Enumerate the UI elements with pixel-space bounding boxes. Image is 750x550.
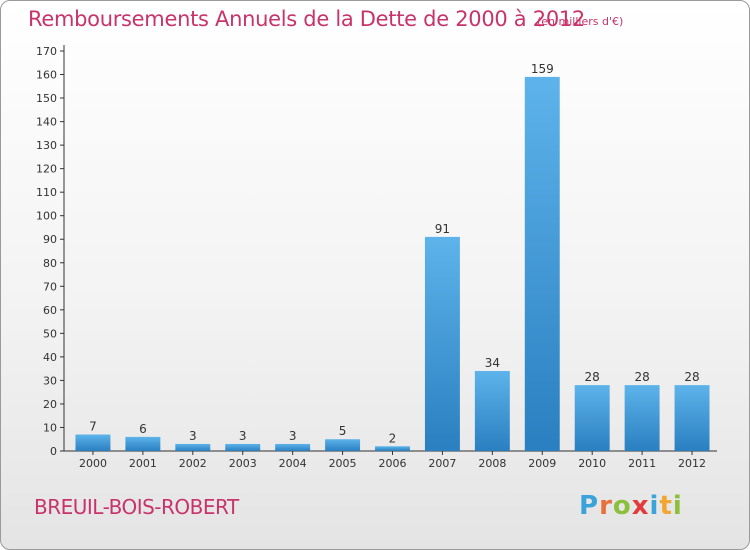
data-label: 2 xyxy=(389,431,397,445)
y-tick-label: 60 xyxy=(43,304,57,317)
logo-letter: o xyxy=(612,491,632,521)
data-labels: 7 6 3 3 3 5 2 91 34 159 28 28 28 xyxy=(89,62,700,445)
x-tick-label: 2008 xyxy=(478,457,506,470)
logo-letter: i xyxy=(672,491,683,521)
data-label: 28 xyxy=(684,370,699,384)
y-tick-label: 50 xyxy=(43,327,57,340)
bar xyxy=(275,443,311,451)
y-tick-label: 20 xyxy=(43,398,57,411)
bar xyxy=(75,434,111,451)
bar xyxy=(225,443,261,451)
data-label: 91 xyxy=(435,222,450,236)
x-tick-label: 2000 xyxy=(79,457,107,470)
chart-subtitle: (en milliers d'€) xyxy=(537,15,624,28)
data-label: 3 xyxy=(239,429,247,443)
bar xyxy=(375,446,410,451)
x-axis-ticks: 2000 2001 2002 2003 2004 2005 2006 2007 2008 2009… xyxy=(79,451,706,470)
data-label: 3 xyxy=(189,429,197,443)
x-tick-label: 2012 xyxy=(678,457,706,470)
y-tick-label: 170 xyxy=(36,45,57,58)
bar xyxy=(424,236,460,451)
bar xyxy=(674,385,710,451)
commune-name: BREUIL-BOIS-ROBERT xyxy=(34,495,239,519)
y-tick-label: 100 xyxy=(36,210,57,223)
y-tick-label: 80 xyxy=(43,257,57,270)
data-label: 7 xyxy=(89,420,97,434)
y-tick-label: 160 xyxy=(36,69,57,82)
bar xyxy=(524,76,560,451)
bar xyxy=(624,385,660,451)
data-label: 34 xyxy=(485,356,500,370)
proxiti-logo: Proxiti xyxy=(579,491,683,521)
logo-letter: r xyxy=(599,491,613,521)
logo-letter: P xyxy=(579,491,600,521)
y-tick-label: 90 xyxy=(43,233,57,246)
data-label: 28 xyxy=(585,370,600,384)
y-axis-ticks: 0 10 20 30 40 50 60 70 80 90 100 110 120 130 140 150 160… xyxy=(36,45,64,458)
x-tick-label: 2005 xyxy=(329,457,357,470)
x-tick-label: 2010 xyxy=(578,457,606,470)
x-tick-label: 2002 xyxy=(179,457,207,470)
y-tick-label: 150 xyxy=(36,92,57,105)
y-tick-label: 30 xyxy=(43,374,57,387)
y-tick-label: 130 xyxy=(36,139,57,152)
bar xyxy=(325,439,361,451)
data-label: 5 xyxy=(339,424,347,438)
data-label: 6 xyxy=(139,422,147,436)
x-tick-label: 2009 xyxy=(528,457,556,470)
bars xyxy=(75,76,710,451)
y-tick-label: 140 xyxy=(36,116,57,129)
logo-letter: x xyxy=(631,491,650,521)
y-tick-label: 110 xyxy=(36,186,57,199)
axes xyxy=(63,45,717,452)
x-tick-label: 2004 xyxy=(279,457,307,470)
y-tick-label: 70 xyxy=(43,280,57,293)
data-label: 159 xyxy=(531,62,554,76)
bar xyxy=(474,371,510,451)
data-label: 28 xyxy=(634,370,649,384)
chart-title: Remboursements Annuels de la Dette de 20… xyxy=(28,7,585,31)
bar xyxy=(175,443,211,451)
y-tick-label: 120 xyxy=(36,163,57,176)
y-tick-label: 40 xyxy=(43,351,57,364)
logo-letter: t xyxy=(659,491,673,521)
x-tick-label: 2011 xyxy=(628,457,656,470)
y-tick-label: 10 xyxy=(43,421,57,434)
x-tick-label: 2003 xyxy=(229,457,257,470)
logo-letter: i xyxy=(649,491,660,521)
bar xyxy=(125,436,161,451)
data-label: 3 xyxy=(289,429,297,443)
x-tick-label: 2001 xyxy=(129,457,157,470)
bar xyxy=(574,385,610,451)
x-tick-label: 2007 xyxy=(428,457,456,470)
x-tick-label: 2006 xyxy=(379,457,407,470)
y-tick-label: 0 xyxy=(50,445,57,458)
